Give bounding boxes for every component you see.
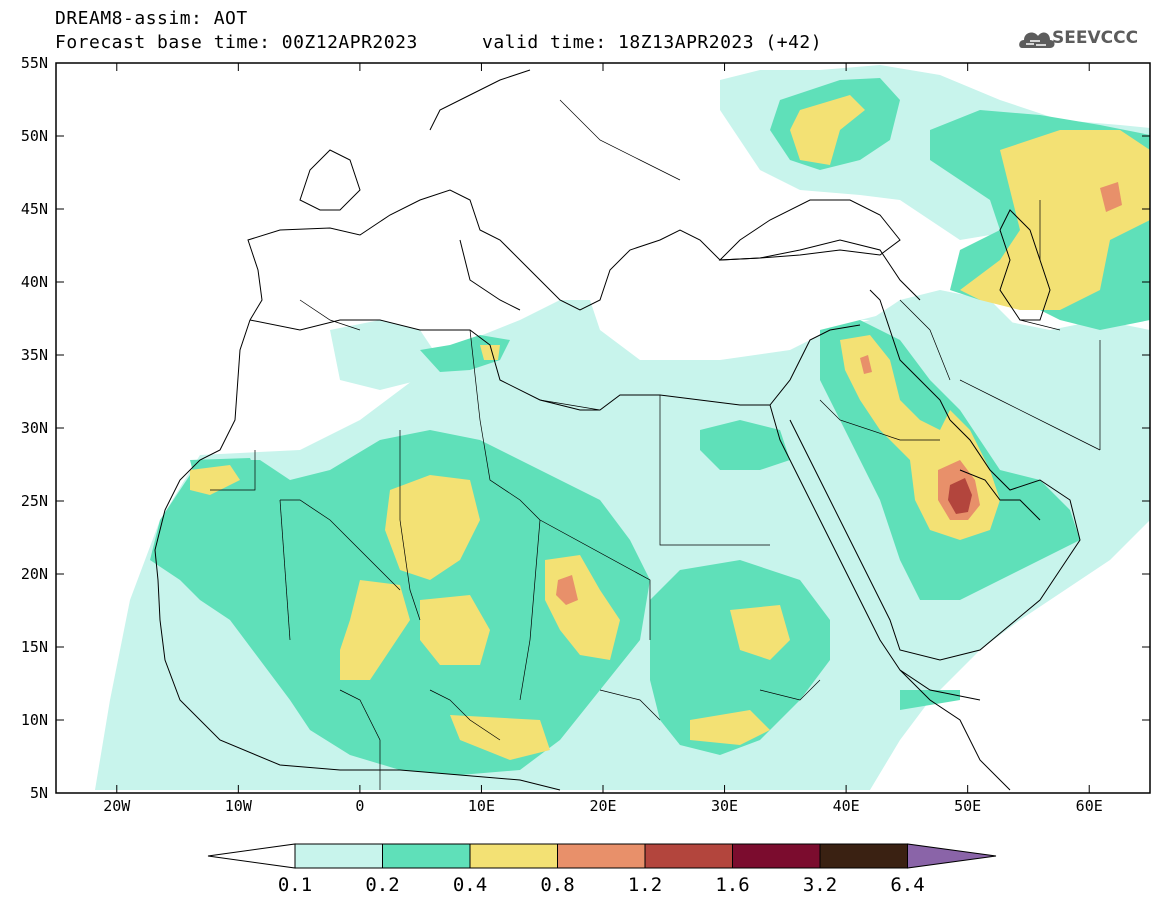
lon-label: 0 xyxy=(355,797,365,815)
lat-label: 15N xyxy=(20,638,48,656)
valid-time: valid time: 18Z13APR2023 (+42) xyxy=(482,32,823,53)
colorbar-label: 6.4 xyxy=(890,874,925,896)
cloud-logo-icon xyxy=(1019,32,1055,48)
lat-label: 45N xyxy=(20,200,48,218)
tick-marks xyxy=(56,62,1150,794)
lat-label: 25N xyxy=(20,492,48,510)
coastlines xyxy=(154,69,1081,791)
colorbar-label: 0.8 xyxy=(540,874,575,896)
colorbar-label: 0.4 xyxy=(452,874,488,896)
forecast-base-time: Forecast base time: 00Z12APR2023 xyxy=(55,32,418,53)
lat-label: 35N xyxy=(20,346,48,364)
lon-label: 60E xyxy=(1075,797,1103,815)
aot-level-1.2 xyxy=(948,478,972,514)
lat-label: 55N xyxy=(20,54,48,72)
colorbar-label: 0.1 xyxy=(277,874,313,896)
lon-label: 20W xyxy=(103,797,131,815)
lat-label: 20N xyxy=(20,565,48,583)
lat-label: 5N xyxy=(29,784,48,802)
lon-label: 50E xyxy=(954,797,982,815)
lat-label: 10N xyxy=(20,711,48,729)
map-title: DREAM8-assim: AOT xyxy=(55,8,248,29)
aot-field xyxy=(95,65,1150,790)
lat-label: 30N xyxy=(20,419,48,437)
lat-label: 40N xyxy=(20,273,48,291)
lon-label: 20E xyxy=(589,797,617,815)
colorbar-label: 1.2 xyxy=(627,874,663,896)
lat-label: 50N xyxy=(20,127,48,145)
lon-label: 30E xyxy=(711,797,739,815)
colorbar-label: 3.2 xyxy=(802,874,838,896)
lon-label: 10E xyxy=(467,797,495,815)
borders xyxy=(210,99,1101,790)
lon-label: 40E xyxy=(832,797,860,815)
colorbar-label: 1.6 xyxy=(715,874,750,896)
colorbar-label: 0.2 xyxy=(365,874,400,896)
lon-label: 10W xyxy=(224,797,252,815)
logo-text: SEEVCCC xyxy=(1052,28,1139,48)
